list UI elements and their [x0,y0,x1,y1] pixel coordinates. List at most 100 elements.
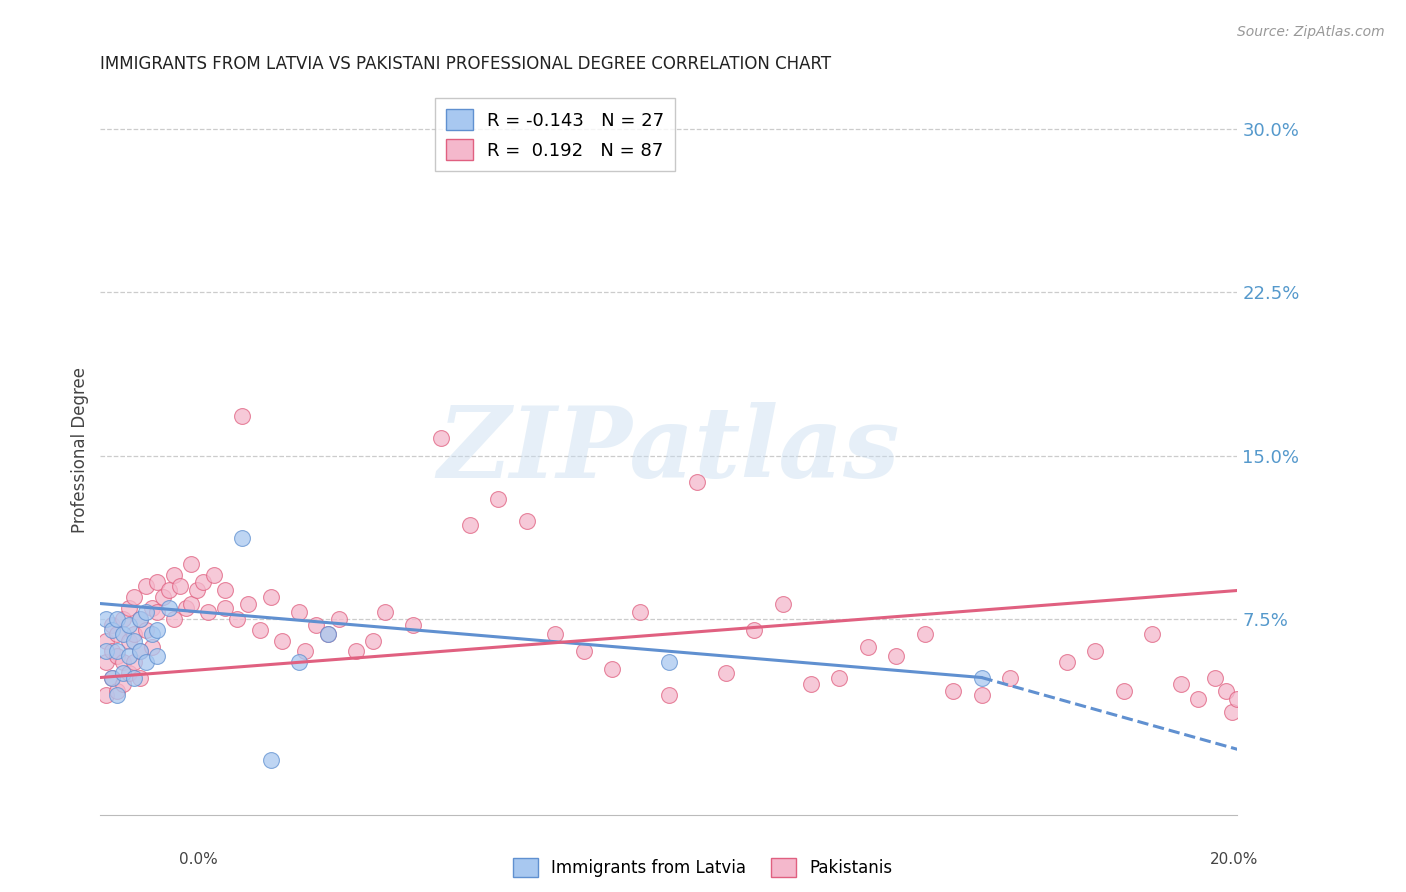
Point [1220,706,1243,720]
Point [1084,644,1107,658]
Point [118,666,141,681]
Point [118,648,141,663]
Point [174,601,197,615]
Point [658,655,681,669]
Point [124,671,146,685]
Point [135,605,157,619]
Point [107,648,129,663]
Point [191,574,214,589]
Point [1056,655,1078,669]
Point [152,590,174,604]
Point [107,683,129,698]
Point [163,612,186,626]
Point [202,568,225,582]
Point [135,623,157,637]
Point [135,579,157,593]
Point [225,612,247,626]
Point [107,612,129,626]
Point [231,409,253,424]
Point [94,612,117,626]
Point [1187,692,1209,706]
Point [100,671,122,685]
Point [630,605,652,619]
Point [970,671,993,685]
Point [260,753,283,767]
Point [129,644,152,658]
Point [856,640,879,654]
Point [328,612,350,626]
Point [374,605,396,619]
Point [344,644,367,658]
Point [600,662,623,676]
Point [828,671,851,685]
Text: 0.0%: 0.0% [179,852,218,867]
Point [1140,627,1163,641]
Point [124,590,146,604]
Point [316,627,339,641]
Point [294,644,316,658]
Point [914,627,936,641]
Point [998,671,1021,685]
Text: 20.0%: 20.0% [1211,852,1258,867]
Point [186,583,208,598]
Y-axis label: Professional Degree: Professional Degree [72,368,89,533]
Point [146,623,169,637]
Point [94,644,117,658]
Point [157,583,180,598]
Point [146,648,169,663]
Point [288,655,311,669]
Point [107,688,129,702]
Point [146,574,169,589]
Point [486,492,509,507]
Point [141,640,163,654]
Point [118,601,141,615]
Point [100,618,122,632]
Point [714,666,737,681]
Point [124,633,146,648]
Point [100,623,122,637]
Legend: Immigrants from Latvia, Pakistanis: Immigrants from Latvia, Pakistanis [506,851,900,884]
Point [180,558,202,572]
Point [100,671,122,685]
Point [169,579,191,593]
Point [458,518,481,533]
Point [361,633,384,648]
Point [129,671,152,685]
Point [157,601,180,615]
Point [197,605,219,619]
Point [118,633,141,648]
Point [107,644,129,658]
Point [288,605,311,619]
Point [1170,677,1192,691]
Point [94,655,117,669]
Text: IMMIGRANTS FROM LATVIA VS PAKISTANI PROFESSIONAL DEGREE CORRELATION CHART: IMMIGRANTS FROM LATVIA VS PAKISTANI PROF… [100,55,831,73]
Point [180,597,202,611]
Legend: R = -0.143   N = 27, R =  0.192   N = 87: R = -0.143 N = 27, R = 0.192 N = 87 [434,98,675,171]
Point [94,633,117,648]
Point [94,688,117,702]
Point [1215,683,1237,698]
Point [942,683,965,698]
Point [572,644,595,658]
Point [402,618,425,632]
Point [238,597,260,611]
Point [112,627,135,641]
Point [141,627,163,641]
Point [1204,671,1226,685]
Point [544,627,567,641]
Point [305,618,328,632]
Point [430,431,453,445]
Point [129,612,152,626]
Point [141,601,163,615]
Point [260,590,283,604]
Point [800,677,823,691]
Point [249,623,271,637]
Point [135,655,157,669]
Point [100,644,122,658]
Point [1112,683,1135,698]
Point [231,531,253,545]
Point [124,655,146,669]
Point [970,688,993,702]
Point [146,605,169,619]
Point [516,514,538,528]
